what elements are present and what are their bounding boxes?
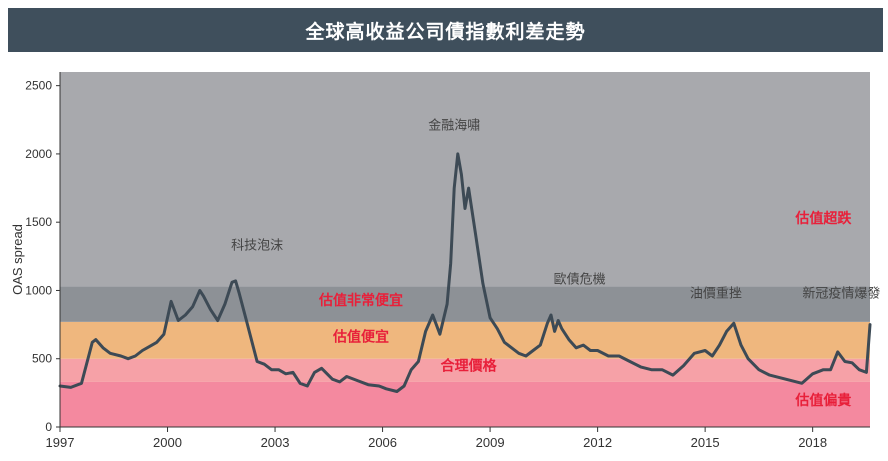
band-label-0: 估值偏貴 xyxy=(794,392,851,409)
band-labels: 估值偏貴 合理價格 估值便宜 估值非常便宜 估值超跌 xyxy=(318,210,852,409)
band-label-2: 估值便宜 xyxy=(332,329,389,346)
y-tick-label-3: 1500 xyxy=(25,215,52,229)
band-label-1: 合理價格 xyxy=(441,357,498,374)
y-tick-label-5: 2500 xyxy=(25,79,52,93)
band-4 xyxy=(60,72,870,287)
band-label-4: 估值超跌 xyxy=(794,210,852,227)
band-0 xyxy=(60,381,870,427)
band-label-3: 估值非常便宜 xyxy=(318,292,403,309)
axes: 0 500 1000 1500 2000 2500 1997 2000 2003 2006 2009… xyxy=(25,72,870,450)
x-tick-label-3: 2006 xyxy=(368,435,397,450)
band-2 xyxy=(60,321,870,359)
y-tick-label-2: 1000 xyxy=(25,283,52,297)
x-tick-label-4: 2009 xyxy=(476,435,505,450)
annotation-3: 油價重挫 xyxy=(690,285,742,301)
x-tick-label-1: 2000 xyxy=(153,435,182,450)
x-tick-label-5: 2012 xyxy=(583,435,612,450)
y-tick-label-4: 2000 xyxy=(25,147,52,161)
series-line-layer xyxy=(58,152,872,393)
annotation-2: 歐債危機 xyxy=(554,273,606,288)
y-axis-label: OAS spread xyxy=(10,224,25,295)
x-tick-label-2: 2003 xyxy=(261,435,290,450)
series-line-0 xyxy=(58,152,872,393)
annotation-4: 新冠疫情爆發 xyxy=(802,285,880,301)
annotation-0: 科技泡沫 xyxy=(231,239,283,254)
valuation-bands xyxy=(60,72,870,427)
x-tick-label-0: 1997 xyxy=(46,435,75,450)
annotation-1: 金融海嘯 xyxy=(428,117,480,133)
x-tick-label-6: 2015 xyxy=(691,435,720,450)
y-tick-label-1: 500 xyxy=(32,352,52,366)
chart-title: 全球高收益公司債指數利差走勢 xyxy=(8,8,883,52)
x-tick-label-7: 2018 xyxy=(798,435,827,450)
y-tick-label-0: 0 xyxy=(45,420,52,434)
